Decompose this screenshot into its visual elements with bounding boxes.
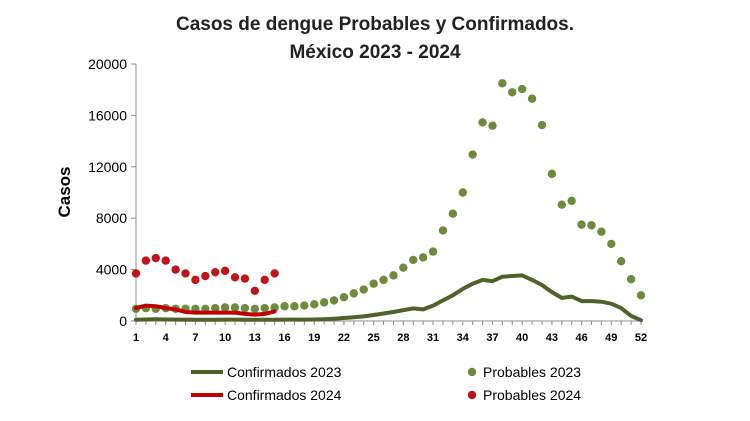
x-tick-label: 1 — [133, 332, 139, 344]
y-tick-label: 20000 — [88, 56, 127, 72]
x-tick-label: 16 — [278, 332, 290, 344]
y-tick-label: 4000 — [96, 262, 127, 278]
data-point-prob2024 — [250, 286, 260, 296]
data-point-prob2023 — [389, 271, 398, 280]
data-point-prob2023 — [310, 300, 319, 309]
data-point-prob2023 — [329, 296, 339, 305]
data-point-prob2023 — [488, 121, 497, 130]
series-line-conf2023 — [134, 273, 643, 323]
data-point-prob2024 — [240, 274, 250, 283]
x-tick-label: 31 — [427, 332, 439, 344]
data-point-prob2023 — [280, 302, 289, 311]
legend-swatch-prob2024 — [467, 390, 477, 400]
data-point-prob2023 — [607, 239, 616, 249]
data-point-prob2023 — [230, 303, 240, 312]
data-point-prob2023 — [379, 275, 388, 285]
x-tick-label: 28 — [397, 332, 409, 344]
y-tick-label: 0 — [119, 313, 127, 329]
data-point-prob2023 — [527, 94, 537, 103]
data-point-prob2023 — [349, 289, 359, 298]
legend-swatch-prob2023 — [467, 367, 477, 377]
data-point-prob2023 — [636, 291, 646, 300]
data-point-prob2023 — [498, 79, 507, 88]
x-tick-label: 10 — [219, 332, 231, 344]
data-point-prob2023 — [409, 255, 418, 265]
data-point-prob2023 — [319, 298, 329, 307]
x-tick-label: 49 — [605, 332, 617, 344]
x-tick-label: 52 — [635, 332, 647, 344]
data-point-prob2023 — [458, 188, 467, 197]
data-point-prob2024 — [211, 267, 220, 277]
x-tick-label: 46 — [575, 332, 587, 344]
data-point-prob2024 — [151, 253, 161, 263]
y-tick-label: 8000 — [96, 210, 127, 226]
data-point-prob2023 — [557, 200, 566, 209]
chart-title-line-2: México 2023 - 2024 — [289, 42, 461, 63]
x-tick-label: 40 — [516, 332, 528, 344]
data-point-prob2024 — [220, 266, 230, 276]
data-point-prob2023 — [537, 120, 547, 130]
x-tick-label: 19 — [308, 332, 320, 344]
x-tick-label: 37 — [486, 332, 498, 344]
data-point-prob2023 — [438, 226, 448, 235]
legend-label-conf2024: Confirmados 2024 — [227, 387, 342, 403]
axes: 0 4000 8000 12000 16000 20000 1 4 7 10 13 16 19 22 25 2… — [88, 56, 647, 344]
x-tick-label: 43 — [546, 332, 558, 344]
data-point-prob2024 — [161, 256, 170, 265]
data-point-prob2023 — [220, 303, 230, 312]
series-line-conf2024 — [134, 303, 277, 317]
x-tick-label: 34 — [457, 332, 470, 344]
plot-area — [131, 79, 646, 323]
data-point-prob2023 — [587, 221, 596, 230]
data-point-prob2023 — [478, 118, 487, 127]
x-tick-label: 25 — [368, 332, 380, 344]
x-tick-label: 7 — [192, 332, 198, 344]
legend-label-prob2024: Probables 2024 — [483, 387, 581, 403]
data-point-prob2023 — [616, 257, 626, 266]
data-point-prob2024 — [141, 256, 151, 265]
data-point-prob2023 — [240, 303, 250, 313]
data-point-prob2024 — [191, 275, 200, 285]
data-point-prob2023 — [339, 293, 349, 302]
data-point-prob2023 — [359, 285, 368, 294]
data-point-prob2023 — [547, 169, 557, 179]
data-point-prob2023 — [300, 301, 309, 310]
x-tick-label: 13 — [249, 332, 261, 344]
data-point-prob2024 — [131, 269, 141, 278]
data-point-prob2023 — [597, 227, 606, 236]
data-point-prob2023 — [290, 302, 299, 311]
data-point-prob2024 — [260, 275, 269, 285]
data-point-prob2023 — [399, 263, 408, 272]
chart-title-line-1: Casos de dengue Probables y Confirmados. — [176, 14, 574, 35]
data-point-prob2023 — [508, 88, 517, 97]
y-axis-label: Casos — [55, 166, 74, 217]
data-point-prob2024 — [270, 269, 279, 278]
data-point-prob2023 — [626, 275, 636, 284]
data-point-prob2023 — [448, 209, 458, 218]
x-tick-label: 22 — [338, 332, 350, 344]
data-point-prob2023 — [428, 247, 438, 256]
y-tick-label: 12000 — [88, 159, 127, 175]
data-point-prob2024 — [171, 265, 180, 274]
data-point-prob2023 — [567, 196, 576, 206]
data-point-prob2023 — [260, 303, 269, 313]
data-point-prob2023 — [577, 220, 586, 229]
legend: Confirmados 2023 Probables 2023 Confirmado… — [191, 364, 581, 403]
legend-label-prob2023: Probables 2023 — [483, 364, 581, 380]
data-point-prob2024 — [230, 273, 240, 282]
data-point-prob2023 — [270, 303, 279, 312]
data-point-prob2023 — [369, 279, 378, 288]
y-tick-label: 16000 — [88, 107, 127, 123]
data-point-prob2023 — [418, 253, 428, 262]
data-point-prob2024 — [201, 271, 210, 281]
data-point-prob2024 — [181, 269, 190, 278]
data-point-prob2023 — [250, 304, 260, 313]
legend-label-conf2023: Confirmados 2023 — [227, 364, 342, 380]
x-tick-label: 4 — [163, 332, 170, 344]
data-point-prob2023 — [517, 84, 527, 94]
data-point-prob2023 — [468, 150, 477, 159]
data-point-prob2023 — [211, 303, 220, 313]
